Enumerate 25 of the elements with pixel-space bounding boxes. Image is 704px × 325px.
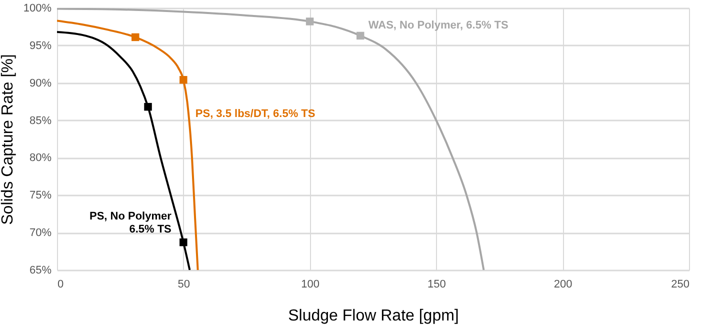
y-tick-label: 90% bbox=[29, 77, 52, 90]
y-tick-label: 95% bbox=[29, 40, 52, 52]
x-tick-label: 150 bbox=[428, 278, 446, 290]
x-tick-label: 100 bbox=[301, 278, 320, 290]
y-axis-title: Solids Capture Rate [%] bbox=[0, 54, 16, 225]
y-tick-label: 100% bbox=[23, 2, 52, 14]
point bbox=[180, 76, 188, 84]
point bbox=[356, 32, 364, 40]
x-tick-label: 50 bbox=[178, 278, 190, 290]
series-label: PS, No Polymer 6.5% TS bbox=[89, 210, 172, 236]
point bbox=[180, 238, 188, 246]
series-label: WAS, No Polymer, 6.5% TS bbox=[368, 20, 508, 32]
x-tick-label: 200 bbox=[554, 278, 572, 290]
y-tick-label: 65% bbox=[29, 264, 52, 276]
y-tick-label: 80% bbox=[29, 152, 52, 164]
x-axis-title: Sludge Flow Rate [gpm] bbox=[288, 308, 459, 324]
y-tick-label: 85% bbox=[29, 114, 52, 127]
point bbox=[131, 33, 140, 42]
series-label: PS, 3.5 lbs/DT, 6.5% TS bbox=[195, 108, 316, 120]
x-tick-label: 0 bbox=[58, 278, 64, 290]
x-tick-label: 250 bbox=[671, 278, 690, 290]
y-tick-label: 75% bbox=[29, 190, 52, 202]
y-tick-label: 70% bbox=[29, 227, 52, 240]
point bbox=[144, 102, 152, 111]
point bbox=[306, 18, 314, 26]
